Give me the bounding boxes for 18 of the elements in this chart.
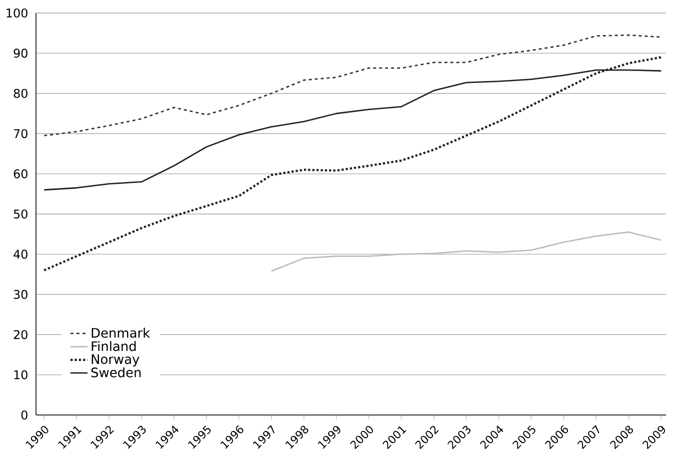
y-tick-label: 100	[6, 8, 28, 18]
y-tick-label: 10	[14, 370, 28, 380]
y-tick-label: 40	[14, 250, 28, 259]
legend-label: Denmark	[92, 328, 150, 338]
y-tick-label: 80	[14, 88, 28, 98]
y-tick-label: 50	[14, 209, 28, 219]
line-series	[43, 34, 662, 136]
y-tick-label: 0	[21, 410, 28, 420]
line-series	[43, 56, 662, 272]
legend-label: Sweden	[91, 367, 141, 378]
y-tick-label: 20	[14, 330, 28, 340]
y-tick-label: 60	[14, 169, 28, 178]
y-tick-label: 30	[14, 290, 28, 299]
line-series	[270, 231, 662, 272]
legend-label: Norway	[92, 354, 140, 367]
y-tick-label: 90	[14, 48, 28, 58]
legend-label: Finland	[92, 341, 136, 352]
y-tick-label: 70	[14, 129, 28, 138]
